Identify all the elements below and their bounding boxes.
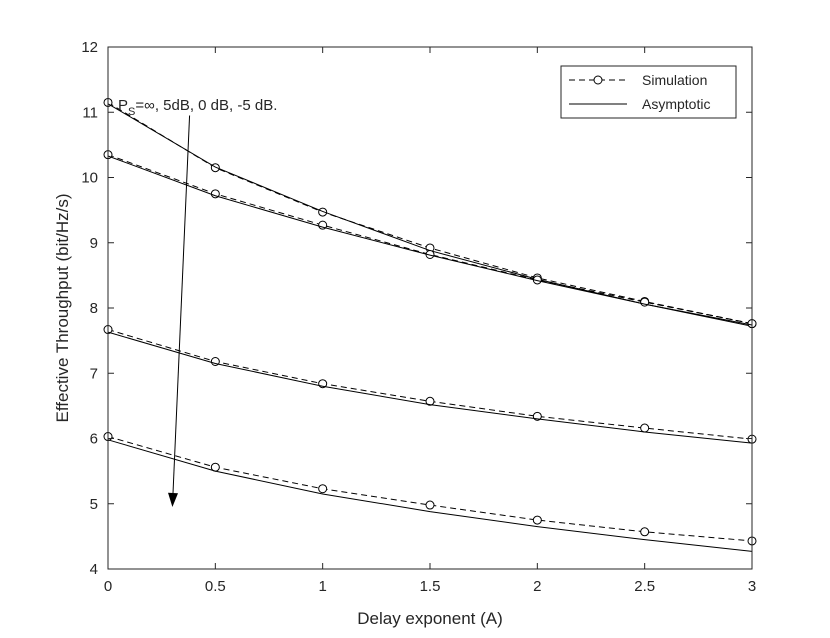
legend-box — [560, 65, 737, 119]
x-tick-label: 0 — [104, 578, 112, 595]
annotation-subscript: S — [128, 106, 135, 118]
data-point-marker — [640, 423, 650, 433]
series-layer — [103, 97, 757, 552]
annotation-layer: PS=∞, 5dB, 0 dB, -5 dB. — [118, 97, 277, 508]
plot-area — [108, 47, 752, 569]
data-point-marker — [640, 527, 650, 537]
annotation-arrowhead — [168, 492, 179, 508]
annotation-p: P — [118, 97, 128, 114]
y-tick-label: 7 — [90, 365, 98, 382]
legend-simulation-marker — [593, 75, 603, 85]
legend: Simulation Asymptotic — [560, 65, 737, 119]
y-tick-label: 9 — [90, 235, 98, 252]
y-tick-label: 6 — [90, 431, 98, 448]
legend-asymptotic-label: Asymptotic — [642, 96, 710, 112]
data-point-marker — [425, 500, 435, 510]
annotation-arrow-line — [172, 115, 191, 494]
y-tick-label: 10 — [81, 170, 98, 187]
annotation-values: =∞, 5dB, 0 dB, -5 dB. — [135, 97, 277, 114]
x-tick-label: 0.5 — [205, 578, 226, 595]
x-tick-label: 1 — [318, 578, 326, 595]
x-tick-label: 1.5 — [420, 578, 441, 595]
x-tick-label: 3 — [748, 578, 756, 595]
data-point-marker — [532, 515, 542, 525]
y-tick-label: 4 — [90, 561, 98, 578]
tick-layer: 0 0.5 1 1.5 2 2.5 3 4 5 6 7 8 9 10 11 12 — [81, 39, 756, 595]
asymptotic-series-line — [107, 439, 753, 552]
y-tick-label: 11 — [82, 104, 98, 121]
y-tick-label: 8 — [90, 300, 98, 317]
y-tick-label: 12 — [81, 39, 98, 56]
data-point-marker — [318, 484, 328, 494]
x-tick-label: 2 — [533, 578, 541, 595]
x-tick-label: 2.5 — [634, 578, 655, 595]
x-axis-label: Delay exponent (A) — [357, 609, 503, 628]
y-tick-label: 5 — [90, 496, 98, 513]
asymptotic-series-line — [107, 155, 753, 326]
y-axis-label: Effective Throughput (bit/Hz/s) — [53, 194, 72, 423]
annotation-label: PS=∞, 5dB, 0 dB, -5 dB. — [118, 97, 277, 118]
legend-simulation-label: Simulation — [642, 72, 707, 88]
data-point-marker — [425, 396, 435, 406]
asymptotic-series-line — [107, 331, 753, 444]
